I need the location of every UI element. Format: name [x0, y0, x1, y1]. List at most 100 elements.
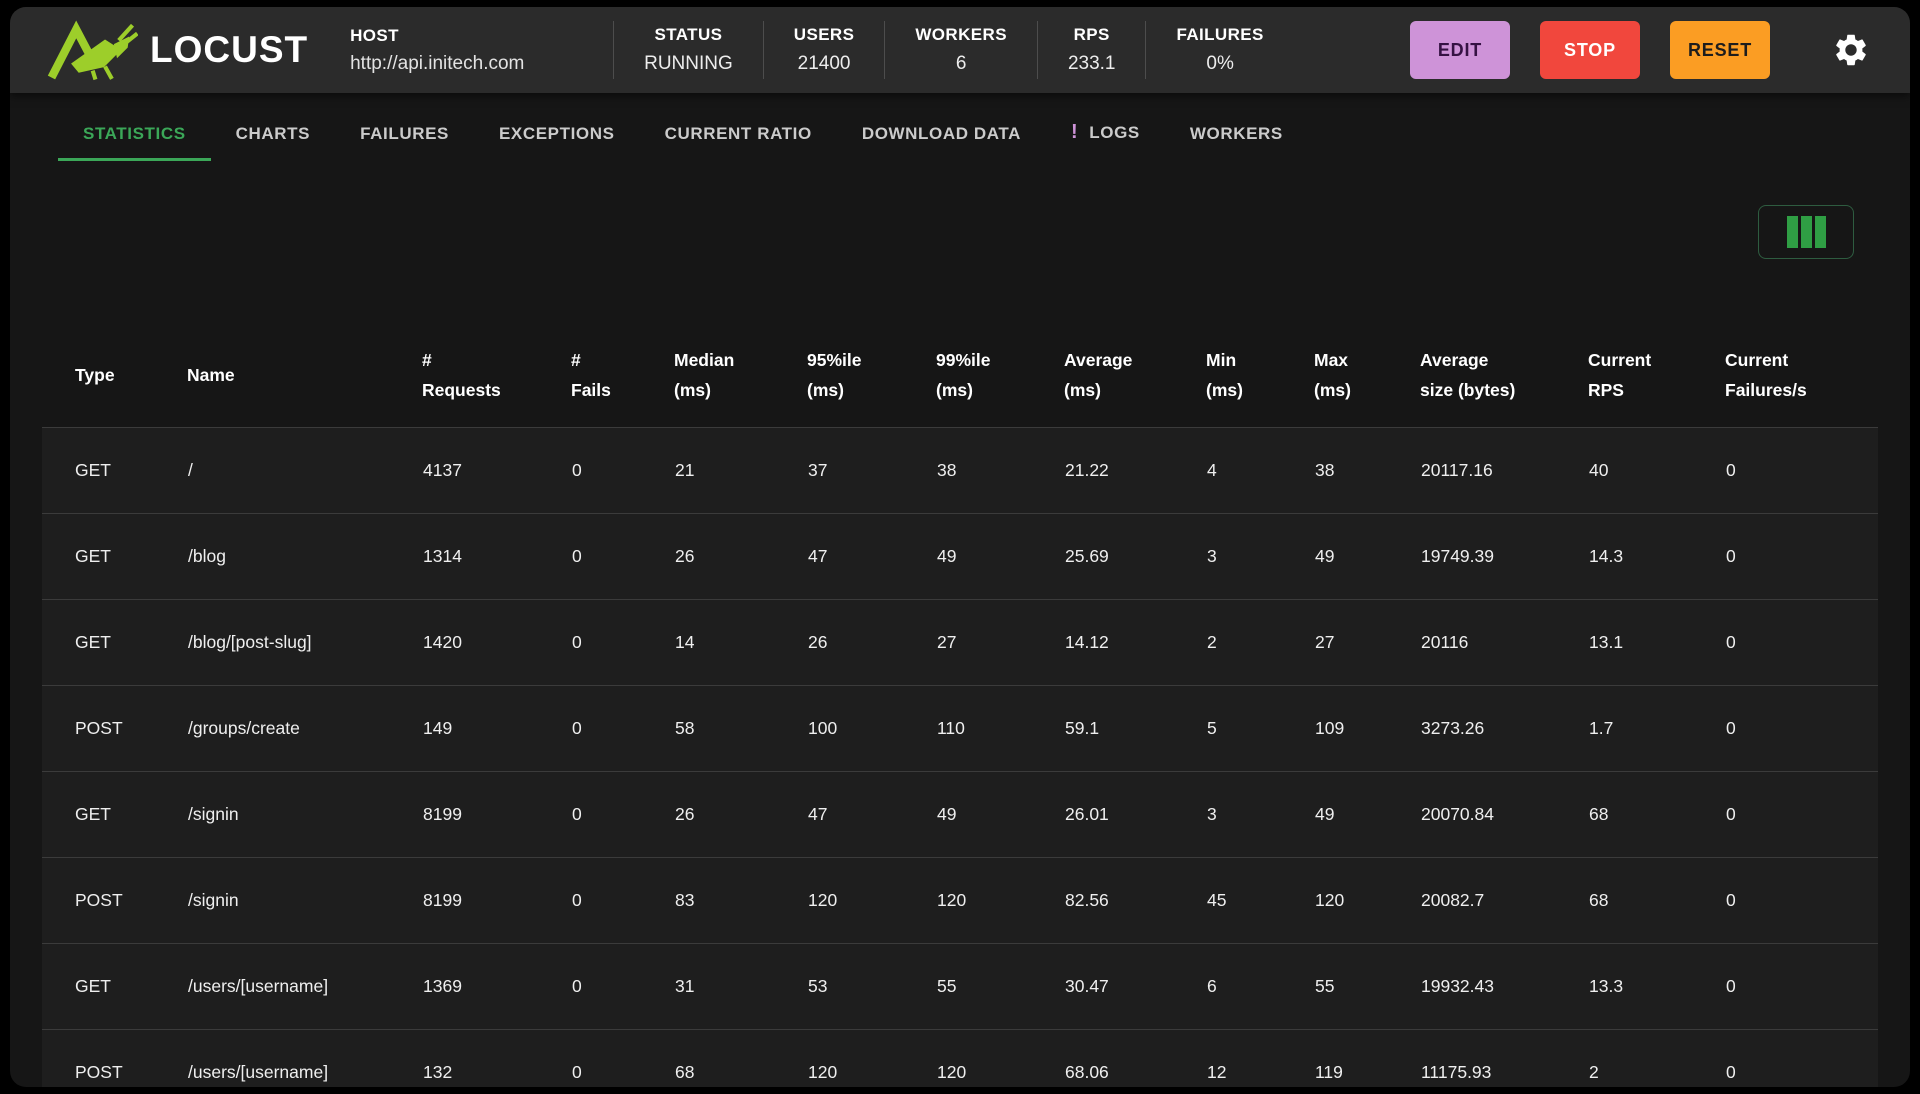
table-toolbar — [10, 161, 1910, 259]
tab-charts[interactable]: CHARTS — [211, 108, 335, 161]
table-cell: 5 — [1206, 685, 1314, 772]
logs-alert-icon: ! — [1071, 121, 1079, 143]
tab-logs[interactable]: ! LOGS — [1046, 105, 1165, 161]
column-header-99-ile-ms-[interactable]: 99%ile (ms) — [936, 350, 991, 400]
table-cell: 2 — [1588, 1029, 1725, 1087]
table-cell: GET — [42, 599, 187, 686]
table-header-row: Type Name # Requests # Fails Median (ms) 95%i… — [42, 259, 1878, 428]
table-cell: 25.69 — [1064, 513, 1206, 600]
table-cell: 0 — [1725, 685, 1878, 772]
table-cell: 49 — [1314, 771, 1420, 858]
brand-name: LOCUST — [150, 29, 309, 70]
column-header-average-size-bytes-[interactable]: Average size (bytes) — [1420, 350, 1516, 400]
table-row[interactable]: POST/users/[username] 132 0 68 120 120 68.06 12… — [42, 1029, 1878, 1087]
table-cell: 40 — [1588, 427, 1725, 514]
table-cell: 27 — [936, 599, 1064, 686]
table-cell: 149 — [422, 685, 571, 772]
table-cell: 0 — [1725, 857, 1878, 944]
tab-failures[interactable]: FAILURES — [335, 108, 474, 161]
table-cell: 0 — [1725, 771, 1878, 858]
table-cell: / — [187, 427, 422, 514]
tab-exceptions[interactable]: EXCEPTIONS — [474, 108, 640, 161]
column-header-min-ms-[interactable]: Min (ms) — [1206, 350, 1243, 400]
table-cell: /blog — [187, 513, 422, 600]
stat-group: STATUS RUNNING USERS 21400 WORKERS 6 RPS… — [613, 21, 1294, 79]
column-header-average-ms-[interactable]: Average (ms) — [1064, 350, 1133, 400]
locust-logo: LOCUST — [46, 18, 308, 82]
stop-button[interactable]: STOP — [1539, 21, 1640, 79]
table-cell: GET — [42, 427, 187, 514]
tab-label: FAILURES — [360, 124, 449, 143]
table-cell: 26 — [674, 771, 807, 858]
table-cell: 68 — [674, 1029, 807, 1087]
table-row[interactable]: GET/blog/[post-slug] 1420 0 14 26 27 14.12 2 27 2… — [42, 599, 1878, 686]
table-cell: 4137 — [422, 427, 571, 514]
edit-button[interactable]: EDIT — [1409, 21, 1510, 79]
table-cell: 14.3 — [1588, 513, 1725, 600]
table-cell: 120 — [807, 1029, 936, 1087]
table-row[interactable]: POST/signin 8199 0 83 120 120 82.56 45 120 20082.… — [42, 857, 1878, 944]
column-settings-button[interactable] — [1758, 205, 1854, 259]
table-row[interactable]: POST/groups/create 149 0 58 100 110 59.1 5 109 32… — [42, 685, 1878, 772]
table-cell: 0 — [1725, 427, 1878, 514]
table-cell: 1420 — [422, 599, 571, 686]
column-header-current-rps[interactable]: Current RPS — [1588, 350, 1652, 400]
stat-value: RUNNING — [644, 53, 733, 74]
app-window: LOCUST HOST http://api.initech.com STATU… — [10, 7, 1910, 1087]
table-row[interactable]: GET/blog 1314 0 26 47 49 25.69 3 49 19749.39 14.3 0 — [42, 513, 1878, 600]
table-cell: 45 — [1206, 857, 1314, 944]
table-cell: 13.1 — [1588, 599, 1725, 686]
top-bar: LOCUST HOST http://api.initech.com STATU… — [10, 7, 1910, 93]
table-cell: 26.01 — [1064, 771, 1206, 858]
table-cell: 0 — [571, 685, 674, 772]
table-cell: /users/[username] — [187, 1029, 422, 1087]
table-row[interactable]: GET/4137 0 21 37 38 21.22 4 38 20117.16 40 0 — [42, 427, 1878, 514]
table-cell: 2 — [1206, 599, 1314, 686]
table-cell: 20082.7 — [1420, 857, 1588, 944]
column-header-median-ms-[interactable]: Median (ms) — [674, 350, 735, 400]
column-header--requests[interactable]: # Requests — [422, 350, 501, 400]
stat-value: 233.1 — [1067, 53, 1116, 74]
tab-download-data[interactable]: DOWNLOAD DATA — [837, 108, 1046, 161]
table-cell: POST — [42, 1029, 187, 1087]
table-cell: 49 — [1314, 513, 1420, 600]
table-cell: 27 — [1314, 599, 1420, 686]
table-cell: 59.1 — [1064, 685, 1206, 772]
table-cell: 14 — [674, 599, 807, 686]
column-header-type[interactable]: Type — [75, 365, 115, 385]
table-cell: GET — [42, 943, 187, 1030]
column-header-name[interactable]: Name — [187, 365, 235, 385]
table-cell: 3 — [1206, 513, 1314, 600]
table-cell: 19932.43 — [1420, 943, 1588, 1030]
table-cell: 47 — [807, 513, 936, 600]
column-header-95-ile-ms-[interactable]: 95%ile (ms) — [807, 350, 862, 400]
table-cell: 1314 — [422, 513, 571, 600]
table-row[interactable]: GET/signin 8199 0 26 47 49 26.01 3 49 20070.84 68 0 — [42, 771, 1878, 858]
host-label: HOST — [350, 25, 399, 45]
stat-failures: FAILURES 0% — [1145, 21, 1293, 79]
table-cell: 4 — [1206, 427, 1314, 514]
tab-statistics[interactable]: STATISTICS — [58, 108, 211, 161]
table-cell: 20117.16 — [1420, 427, 1588, 514]
tab-label: EXCEPTIONS — [498, 124, 615, 143]
stat-value: 0% — [1206, 53, 1234, 74]
stat-status: STATUS RUNNING — [613, 21, 763, 79]
table-row[interactable]: GET/users/[username] 1369 0 31 53 55 30.47 6 55 1… — [42, 943, 1878, 1030]
table-cell: 26 — [674, 513, 807, 600]
table-cell: 3273.26 — [1420, 685, 1588, 772]
column-header-max-ms-[interactable]: Max (ms) — [1314, 350, 1351, 400]
table-cell: 11175.93 — [1420, 1029, 1588, 1087]
stat-label: RPS — [1073, 25, 1110, 44]
table-cell: 0 — [571, 427, 674, 514]
table-cell: POST — [42, 685, 187, 772]
tab-current-ratio[interactable]: CURRENT RATIO — [640, 108, 837, 161]
column-header--fails[interactable]: # Fails — [571, 350, 611, 400]
table-cell: 0 — [571, 1029, 674, 1087]
settings-button[interactable] — [1826, 30, 1876, 70]
table-cell: 8199 — [422, 857, 571, 944]
table-cell: 83 — [674, 857, 807, 944]
column-header-current-failures-s[interactable]: Current Failures/s — [1725, 350, 1807, 400]
reset-button[interactable]: RESET — [1669, 21, 1770, 79]
table-cell: 1.7 — [1588, 685, 1725, 772]
tab-workers[interactable]: WORKERS — [1165, 108, 1308, 161]
